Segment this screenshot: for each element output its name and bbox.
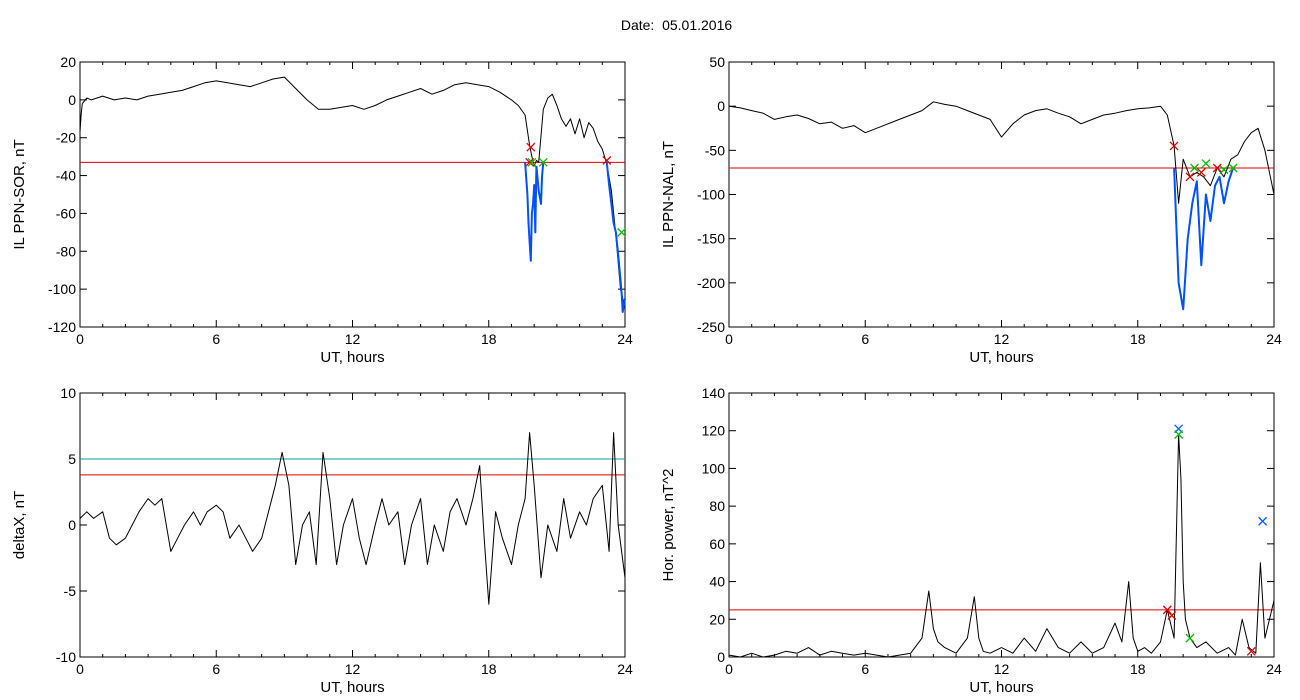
deltax-plot-frame	[79, 392, 626, 658]
nal-ytick-label: -200	[697, 275, 725, 291]
deltax-ytick-label: 10	[60, 385, 76, 401]
hpow-xtick-label: 24	[1266, 661, 1282, 677]
hpow-event-marker	[1162, 605, 1172, 615]
panel-nal: 0 6 12 18 24 50 0 -50 -100 -150 -200 -250 UT, hours I…	[660, 54, 1282, 366]
nal-event-marker	[1201, 159, 1211, 169]
nal-trace-line	[728, 101, 1275, 204]
hpow-ytick-label: 120	[702, 423, 726, 439]
sor-trace-line	[79, 76, 626, 309]
deltax-ytick-label: -5	[64, 583, 77, 599]
sor-event-marker	[538, 157, 548, 167]
sor-event-segment	[524, 162, 538, 262]
hpow-ytick-label: 20	[709, 611, 725, 627]
hpow-ytick-label: 0	[717, 649, 725, 665]
hpow-xtick-label: 18	[1130, 661, 1146, 677]
nal-event-marker	[1228, 163, 1238, 173]
hpow-event-marker	[1185, 633, 1195, 643]
deltax-xtick-label: 6	[212, 661, 220, 677]
hpow-xlabel: UT, hours	[969, 679, 1033, 696]
deltax-ytick-label: 5	[68, 451, 76, 467]
sor-event-marker	[617, 227, 627, 237]
sor-ytick-label: -20	[56, 130, 76, 146]
deltax-xtick-label: 24	[617, 661, 633, 677]
nal-event-marker	[1185, 172, 1195, 182]
sor-xtick-label: 12	[345, 331, 361, 347]
deltax-ytick-label: -10	[56, 649, 76, 665]
hpow-ytick-label: 40	[709, 574, 725, 590]
nal-xtick-label: 18	[1130, 331, 1146, 347]
deltax-trace-line	[79, 432, 626, 605]
chart-suptitle: Date: 05.01.2016	[620, 17, 733, 33]
nal-event-marker	[1169, 141, 1179, 151]
nal-xtick-label: 6	[861, 331, 869, 347]
deltax-ylabel: deltaX, nT	[11, 491, 28, 559]
nal-ylabel: IL PPN-NAL, nT	[660, 141, 677, 248]
deltax-xtick-label: 18	[481, 661, 497, 677]
hpow-event-marker	[1174, 430, 1184, 439]
deltax-ytick-label: 0	[68, 517, 76, 533]
sor-event-segment	[605, 162, 626, 313]
hpow-xtick-label: 6	[861, 661, 869, 677]
sor-ytick-label: 20	[60, 54, 76, 70]
sor-ylabel: IL PPN-SOR, nT	[11, 139, 28, 249]
nal-ytick-label: -50	[705, 142, 725, 158]
sor-xtick-label: 18	[481, 331, 497, 347]
nal-xtick-label: 0	[725, 331, 733, 347]
nal-event-marker	[1212, 163, 1222, 173]
sor-ytick-label: -120	[48, 319, 76, 335]
hpow-ylabel: Hor. power, nT^2	[660, 469, 677, 582]
nal-plot-frame	[728, 61, 1275, 328]
sor-xlabel: UT, hours	[320, 349, 384, 366]
hpow-event-marker	[1246, 646, 1256, 656]
nal-event-segment	[1173, 167, 1235, 311]
sor-xtick-label: 24	[617, 331, 633, 347]
sor-ytick-label: -100	[48, 281, 76, 297]
hpow-xtick-label: 12	[994, 661, 1010, 677]
nal-event-marker	[1196, 167, 1206, 177]
nal-ytick-label: -100	[697, 187, 725, 203]
sor-event-marker	[527, 157, 537, 167]
sor-event-marker	[526, 142, 536, 152]
nal-ytick-label: -150	[697, 231, 725, 247]
hpow-ytick-label: 80	[709, 498, 725, 514]
sor-xtick-label: 0	[76, 331, 84, 347]
sor-xtick-label: 6	[212, 331, 220, 347]
hpow-ytick-label: 60	[709, 536, 725, 552]
panel-sor: 0 6 12 18 24 20 0 -20 -40 -60 -80 -100 -120 UT, hours…	[11, 54, 633, 366]
deltax-xtick-label: 12	[345, 661, 361, 677]
sor-event-marker	[602, 155, 612, 165]
hpow-xtick-label: 0	[725, 661, 733, 677]
nal-ytick-label: 0	[717, 98, 725, 114]
sor-ytick-label: -80	[56, 243, 76, 259]
nal-xtick-label: 24	[1266, 331, 1282, 347]
hpow-event-marker	[1167, 611, 1177, 620]
nal-event-marker	[1219, 165, 1229, 175]
sor-event-segment	[535, 162, 545, 205]
nal-event-marker	[1190, 163, 1199, 173]
hpow-plot-frame	[728, 392, 1275, 658]
hpow-trace-line	[728, 434, 1275, 658]
deltax-xlabel: UT, hours	[320, 679, 384, 696]
sor-ytick-label: -40	[56, 168, 76, 184]
nal-ytick-label: 50	[709, 54, 725, 70]
nal-xtick-label: 12	[994, 331, 1010, 347]
deltax-xtick-label: 0	[76, 661, 84, 677]
hpow-event-marker	[1258, 516, 1268, 526]
sor-event-marker	[525, 157, 535, 167]
hpow-ytick-label: 140	[702, 385, 726, 401]
hpow-ytick-label: 100	[702, 460, 726, 476]
nal-ytick-label: -250	[697, 319, 725, 335]
panel-deltax: 0 6 12 18 24 10 5 0 -5 -10 UT, hours deltaX, nT	[11, 385, 633, 696]
sor-ytick-label: -60	[56, 205, 76, 221]
panel-hpow: 0 6 12 18 24 140 120 100 80 60 40 20 0 UT, hours Hor. …	[660, 385, 1282, 696]
sor-plot-frame	[79, 61, 626, 328]
sor-ytick-label: 0	[68, 92, 76, 108]
nal-xlabel: UT, hours	[969, 349, 1033, 366]
